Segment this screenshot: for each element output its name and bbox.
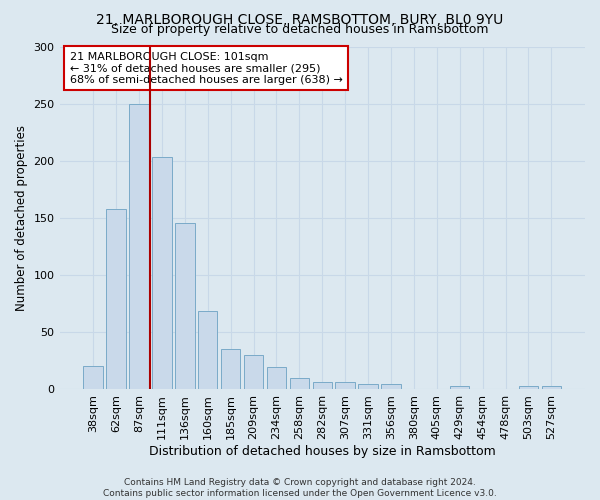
Bar	[152, 157, 172, 389]
Text: Size of property relative to detached houses in Ramsbottom: Size of property relative to detached ho…	[111, 22, 489, 36]
X-axis label: Distribution of detached houses by size in Ramsbottom: Distribution of detached houses by size …	[149, 444, 496, 458]
Bar	[381, 384, 401, 389]
Bar	[358, 384, 378, 389]
Bar	[335, 382, 355, 389]
Bar	[244, 354, 263, 389]
Bar	[221, 349, 241, 389]
Bar	[313, 382, 332, 389]
Bar	[129, 104, 149, 389]
Bar	[198, 312, 217, 389]
Bar	[267, 368, 286, 389]
Text: 21, MARLBOROUGH CLOSE, RAMSBOTTOM, BURY, BL0 9YU: 21, MARLBOROUGH CLOSE, RAMSBOTTOM, BURY,…	[97, 12, 503, 26]
Bar	[175, 224, 194, 389]
Bar	[450, 386, 469, 389]
Bar	[83, 366, 103, 389]
Text: 21 MARLBOROUGH CLOSE: 101sqm
← 31% of detached houses are smaller (295)
68% of s: 21 MARLBOROUGH CLOSE: 101sqm ← 31% of de…	[70, 52, 343, 85]
Y-axis label: Number of detached properties: Number of detached properties	[15, 124, 28, 310]
Bar	[290, 378, 309, 389]
Bar	[106, 208, 126, 389]
Bar	[542, 386, 561, 389]
Text: Contains HM Land Registry data © Crown copyright and database right 2024.
Contai: Contains HM Land Registry data © Crown c…	[103, 478, 497, 498]
Bar	[519, 386, 538, 389]
